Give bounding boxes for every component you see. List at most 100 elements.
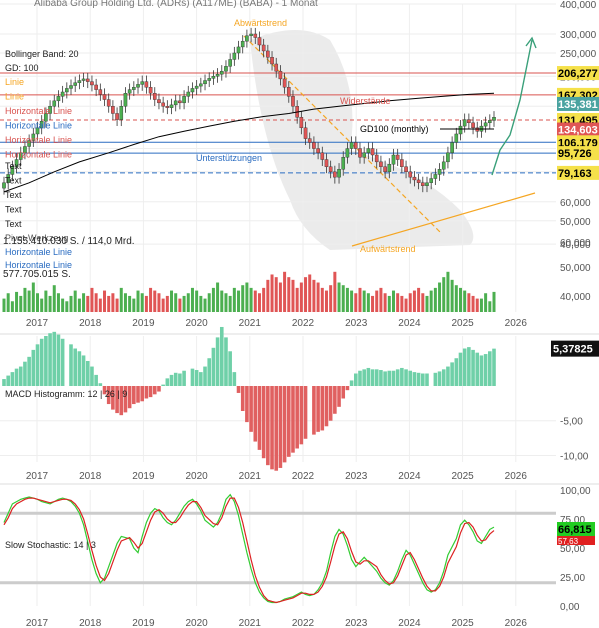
price-label-bg <box>557 122 599 137</box>
macd-bar <box>178 373 182 386</box>
candle-body <box>173 100 178 106</box>
candle-body <box>366 148 371 153</box>
candle-body <box>416 179 421 183</box>
candle-body <box>291 96 295 107</box>
volume-bar <box>278 282 282 312</box>
volume-bar <box>40 298 44 312</box>
macd-bar <box>391 370 396 386</box>
macd-bar <box>132 386 136 405</box>
candle-body <box>94 84 98 90</box>
volume-bar <box>170 290 174 312</box>
macd-x-tick: 2018 <box>79 471 102 482</box>
volume-bar <box>308 274 312 312</box>
candle-body <box>194 85 199 89</box>
macd-bar <box>412 372 417 386</box>
macd-bar <box>421 373 425 386</box>
candle-body <box>48 106 52 114</box>
volume-y-tick: 50,000 <box>560 263 591 274</box>
volume-bar <box>178 298 182 312</box>
macd-bar <box>157 386 161 392</box>
volume-bar <box>291 279 295 312</box>
volume-bar <box>224 293 228 312</box>
legend-line: Horizontale Linie <box>5 106 72 116</box>
volume-bar <box>174 293 178 312</box>
macd-bar <box>316 386 320 432</box>
volume-bar <box>111 293 115 312</box>
candle-body <box>77 80 82 83</box>
candle-body <box>56 96 61 102</box>
volume-bar <box>404 298 408 312</box>
candle-body <box>132 87 136 90</box>
legend-line: Horizontale Linie <box>5 121 72 131</box>
volume-bar <box>341 285 345 312</box>
macd-bar <box>282 386 287 463</box>
stoch-y-tick: 100,00 <box>560 486 591 497</box>
stoch-x-tick: 2022 <box>292 618 315 628</box>
macd-bar <box>433 372 438 386</box>
macd-bar <box>488 351 492 386</box>
price-x-tick: 2018 <box>79 318 102 329</box>
macd-bar <box>441 369 446 386</box>
macd-bar <box>295 386 299 449</box>
volume-bar <box>190 287 194 312</box>
macd-bar <box>140 386 145 402</box>
macd-bar <box>366 367 371 386</box>
macd-bar <box>253 386 258 442</box>
candle-body <box>307 138 312 143</box>
macd-bar <box>94 374 98 386</box>
candle-body <box>358 148 362 158</box>
macd-bar <box>341 386 346 399</box>
volume-bar <box>82 293 86 312</box>
price-label-text: 135,381 <box>558 99 598 111</box>
volume-bar <box>283 271 287 312</box>
volume-bar <box>98 298 102 312</box>
legend-text: Text <box>5 205 22 215</box>
price-x-tick: 2017 <box>26 318 49 329</box>
annotation-unterstuetzungen: Unterstützungen <box>196 153 262 163</box>
volume-bar <box>228 295 232 312</box>
macd-bar <box>425 373 429 386</box>
candle-body <box>52 100 57 107</box>
candle-body <box>165 106 170 108</box>
stoch-label-k-bg <box>557 522 595 536</box>
candle-body <box>312 142 316 149</box>
price-x-tick: 2025 <box>451 318 474 329</box>
volume-bar <box>492 291 496 312</box>
macd-bar <box>266 386 270 466</box>
macd-bar <box>211 347 216 386</box>
candle-body <box>203 80 207 85</box>
volume-bar <box>438 282 442 312</box>
candle-body <box>299 117 304 129</box>
volume-bar <box>249 287 253 312</box>
candle-body <box>60 91 65 97</box>
candle-body <box>69 85 73 89</box>
macd-bar <box>18 366 23 386</box>
candle-body <box>119 106 124 120</box>
candle-body <box>90 81 94 86</box>
candle-body <box>353 142 358 149</box>
candle-body <box>102 94 107 100</box>
volume-bar <box>182 295 186 312</box>
stoch-y-tick: 0,00 <box>560 602 580 613</box>
volume-bar <box>165 295 169 312</box>
price-label-text: 79,163 <box>558 168 592 180</box>
macd-bar <box>299 386 304 445</box>
candle-body <box>236 46 241 54</box>
stoch-x-tick: 2019 <box>132 618 155 628</box>
volume-bar <box>295 287 299 312</box>
stoch-label-k-text: 66,815 <box>558 524 592 536</box>
volume-bar <box>123 293 127 312</box>
volume-bar <box>73 290 77 312</box>
volume-bar <box>379 287 383 312</box>
macd-bar <box>383 371 387 386</box>
price-label-bg <box>557 146 599 161</box>
candle-body <box>23 146 27 153</box>
candle-body <box>261 44 266 52</box>
candle-body <box>341 157 346 170</box>
volume-bar <box>358 287 362 312</box>
volume-y-tick: 60,000 <box>560 238 591 249</box>
macd-bar <box>324 386 329 427</box>
candle-body <box>224 66 228 72</box>
candle-body <box>488 120 492 124</box>
